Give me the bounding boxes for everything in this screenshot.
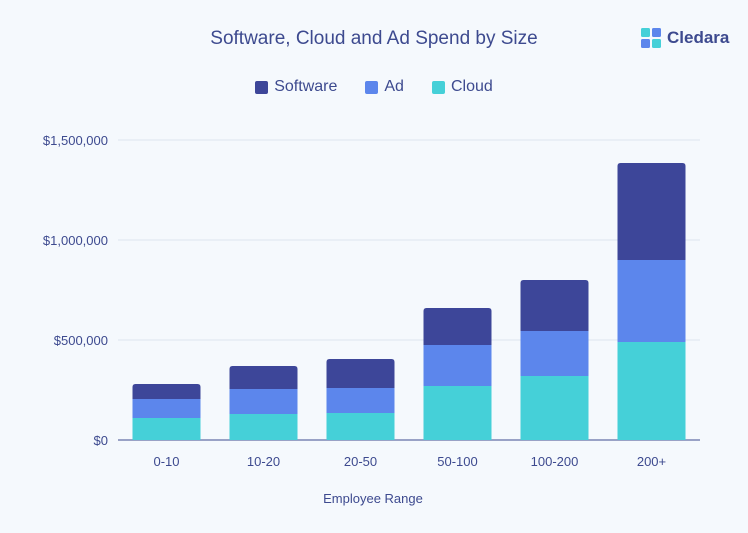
legend-item-cloud: Cloud <box>431 78 493 96</box>
cledara-logo-icon <box>641 28 661 48</box>
x-tick-label: 0-10 <box>153 454 179 469</box>
bar-ad-0-10 <box>132 399 201 418</box>
legend-item-ad: Ad <box>365 78 404 96</box>
legend-label-software: Software <box>274 78 338 95</box>
legend-label-cloud: Cloud <box>450 78 493 95</box>
bar-software-200+ <box>617 163 686 260</box>
chart-title: Software, Cloud and Ad Spend by Size <box>210 28 538 49</box>
y-tick-label: $1,500,000 <box>43 133 108 148</box>
bar-software-20-50 <box>326 359 395 388</box>
bar-software-0-10 <box>132 384 201 399</box>
bar-ad-100-200 <box>520 331 589 376</box>
x-tick-label: 200+ <box>637 454 666 469</box>
legend-item-software: Software <box>255 78 337 96</box>
y-tick-label: $500,000 <box>54 333 108 348</box>
bar-ad-10-20 <box>229 389 298 414</box>
legend-swatch-software <box>255 80 269 94</box>
legend-swatch-ad <box>365 80 379 94</box>
y-tick-label: $1,000,000 <box>43 233 108 248</box>
legend-swatch-cloud <box>431 80 445 94</box>
bar-cloud-20-50 <box>326 413 395 440</box>
bar-cloud-200+ <box>617 342 686 440</box>
x-tick-label: 10-20 <box>247 454 280 469</box>
bar-cloud-10-20 <box>229 414 298 440</box>
bar-ad-20-50 <box>326 388 395 413</box>
bar-software-50-100 <box>423 308 492 345</box>
x-tick-label: 20-50 <box>344 454 377 469</box>
y-tick-label: $0 <box>94 433 108 448</box>
brand-logo: Cledara <box>641 26 729 50</box>
x-tick-label: 50-100 <box>437 454 477 469</box>
bar-cloud-50-100 <box>423 386 492 440</box>
bar-ad-200+ <box>617 260 686 342</box>
chart-legend: Software Ad Cloud <box>0 78 748 96</box>
bar-ad-50-100 <box>423 345 492 386</box>
bar-cloud-100-200 <box>520 376 589 440</box>
legend-label-ad: Ad <box>384 78 404 95</box>
x-tick-label: 100-200 <box>531 454 579 469</box>
bar-software-100-200 <box>520 280 589 331</box>
bar-software-10-20 <box>229 366 298 389</box>
bar-cloud-0-10 <box>132 418 201 440</box>
x-axis-title: Employee Range <box>323 491 423 506</box>
brand-name: Cledara <box>667 28 730 47</box>
